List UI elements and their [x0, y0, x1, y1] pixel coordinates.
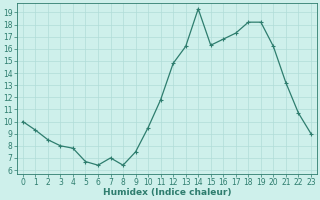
- X-axis label: Humidex (Indice chaleur): Humidex (Indice chaleur): [103, 188, 231, 197]
